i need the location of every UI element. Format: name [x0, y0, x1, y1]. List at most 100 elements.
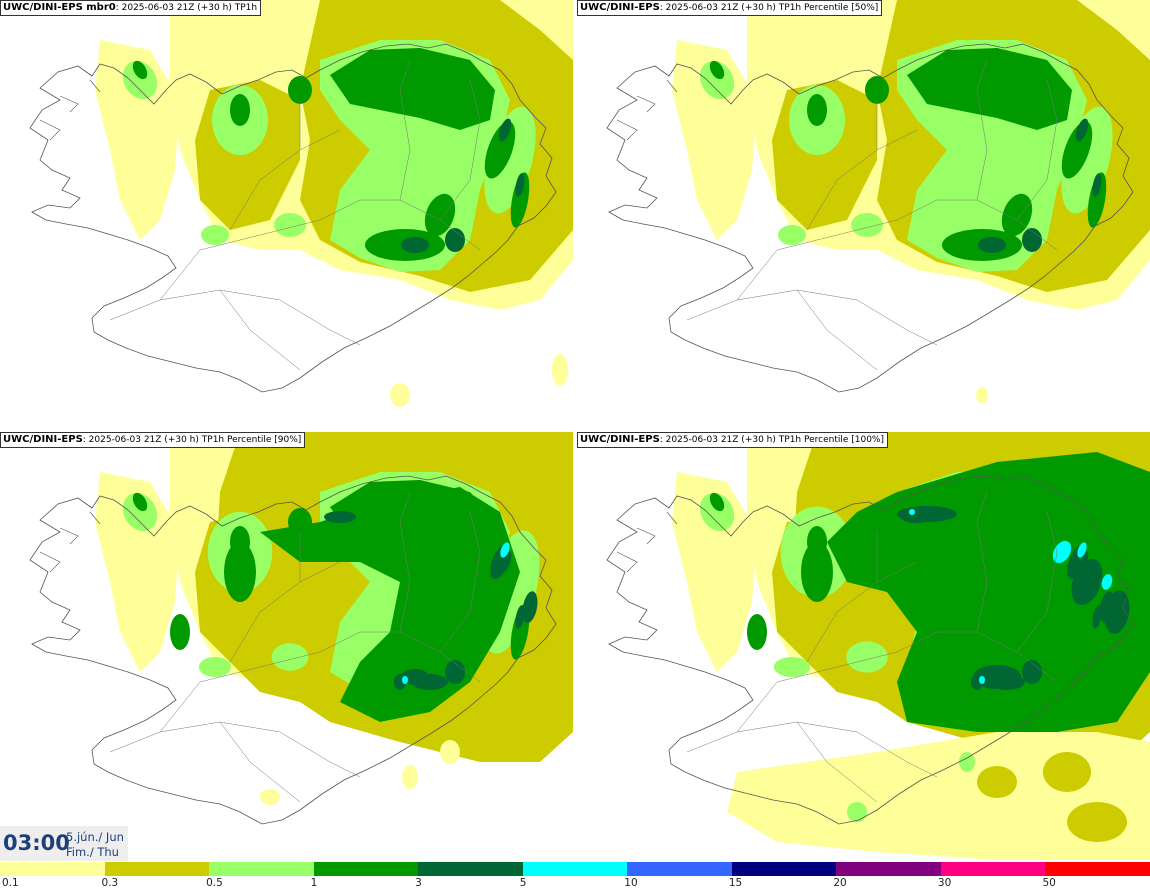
legend-label: 0.1: [2, 877, 19, 889]
legend-swatch: [836, 862, 942, 876]
panel-title: UWC/DINI-EPS: 2025-06-03 21Z (+30 h) TP1…: [577, 432, 888, 448]
precip-area: [515, 173, 525, 197]
precip-area: [778, 225, 806, 245]
fjord-lines: [39, 79, 101, 141]
precip-area: [198, 657, 232, 677]
precip-area: [445, 660, 465, 684]
road-line: [736, 651, 898, 733]
road-line: [1016, 79, 1058, 221]
legend-label: 15: [728, 877, 743, 889]
road-line: [219, 289, 301, 371]
map-panel-p100: UWC/DINI-EPS: 2025-06-03 21Z (+30 h) TP1…: [577, 432, 1150, 860]
panel-title: UWC/DINI-EPS: 2025-06-03 21Z (+30 h) TP1…: [577, 0, 883, 16]
precip-layer: [95, 0, 573, 407]
precip-area: [773, 657, 811, 677]
road-line: [109, 289, 361, 346]
precip-map: [29, 0, 573, 407]
precip-area: [132, 492, 148, 512]
precip-area: [699, 492, 735, 532]
precip-area: [260, 789, 280, 805]
road-line: [796, 721, 878, 803]
precip-area: [699, 60, 735, 100]
iceland-coastline: [29, 475, 557, 825]
precip-area: [977, 766, 1017, 798]
precip-area: [1071, 558, 1103, 606]
fjord-lines: [616, 79, 678, 141]
road-line: [976, 491, 988, 633]
road-line: [229, 129, 341, 231]
precip-area: [401, 237, 429, 253]
precip-area: [122, 492, 158, 532]
road-line: [439, 511, 481, 653]
precip-area: [271, 643, 309, 671]
precip-area: [907, 48, 1072, 130]
legend-label: 0.3: [101, 877, 119, 889]
legend-label: 50: [1042, 877, 1056, 889]
iceland-coastline: [29, 43, 557, 393]
precip-area: [747, 614, 767, 650]
precip-area: [324, 511, 356, 523]
legend-swatch: [1045, 862, 1150, 876]
legend-swatch: [209, 862, 315, 876]
precip-area: [865, 76, 889, 104]
precip-area: [1043, 752, 1091, 792]
precip-area: [500, 542, 510, 558]
road-line: [399, 59, 411, 201]
precip-area: [847, 802, 867, 822]
precip-area: [1052, 540, 1072, 564]
precip-area: [1101, 574, 1113, 590]
precip-area: [390, 383, 410, 407]
legend-swatch: [104, 862, 210, 876]
precip-area: [288, 76, 312, 104]
road-line: [736, 219, 898, 301]
legend-label: 10: [624, 877, 638, 889]
legend-swatch: [0, 862, 106, 876]
precip-area: [709, 60, 725, 80]
legend-label: 30: [937, 877, 952, 889]
precip-area: [979, 676, 985, 684]
road-line: [159, 651, 321, 733]
precip-area: [672, 472, 757, 672]
precip-area: [95, 40, 180, 240]
legend-swatch: [313, 862, 419, 876]
precip-area: [973, 665, 1021, 689]
precip-area: [230, 94, 250, 126]
precip-area: [1092, 605, 1102, 629]
road-line: [399, 491, 411, 633]
road-line: [686, 289, 938, 346]
precip-map: [606, 432, 1150, 860]
valid-hour: 03:00: [3, 831, 70, 855]
precip-area: [801, 542, 833, 602]
road-line: [806, 129, 918, 231]
precip-area: [807, 94, 827, 126]
legend-swatch: [731, 862, 837, 876]
road-line: [1016, 511, 1058, 653]
road-line: [796, 289, 878, 371]
precip-area: [274, 213, 306, 237]
precip-area: [412, 674, 448, 690]
precip-area: [510, 172, 530, 228]
map-panel-p90: UWC/DINI-EPS: 2025-06-03 21Z (+30 h) TP1…: [0, 432, 573, 860]
map-panel-mbr0: UWC/DINI-EPS mbr0: 2025-06-03 21Z (+30 h…: [0, 0, 573, 428]
legend-label: 1: [310, 877, 318, 889]
precip-layer: [672, 432, 1150, 860]
precip-area: [122, 60, 158, 100]
valid-day: Fim./ Thu: [66, 845, 119, 859]
precip-area: [440, 740, 460, 764]
precip-area: [1022, 660, 1042, 684]
road-line: [439, 79, 481, 221]
precip-area: [709, 492, 725, 512]
precip-area: [1104, 590, 1130, 634]
panel-divider: [0, 429, 1150, 432]
valid-date: 5.jún./ Jun: [66, 830, 124, 844]
legend-swatch: [418, 862, 524, 876]
panel-title: UWC/DINI-EPS mbr0: 2025-06-03 21Z (+30 h…: [0, 0, 262, 16]
iceland-coastline: [606, 475, 1134, 825]
precip-map: [606, 0, 1150, 403]
road-line: [159, 219, 321, 301]
precip-area: [330, 48, 495, 130]
color-legend: 0.1 0.3 0.5 1 3 5 10 15 20 30 50: [0, 862, 1150, 891]
iceland-coastline: [606, 43, 1134, 393]
valid-time-box: 03:00 5.jún./ Jun Fim./ Thu: [0, 826, 128, 861]
precip-map: [29, 432, 573, 825]
